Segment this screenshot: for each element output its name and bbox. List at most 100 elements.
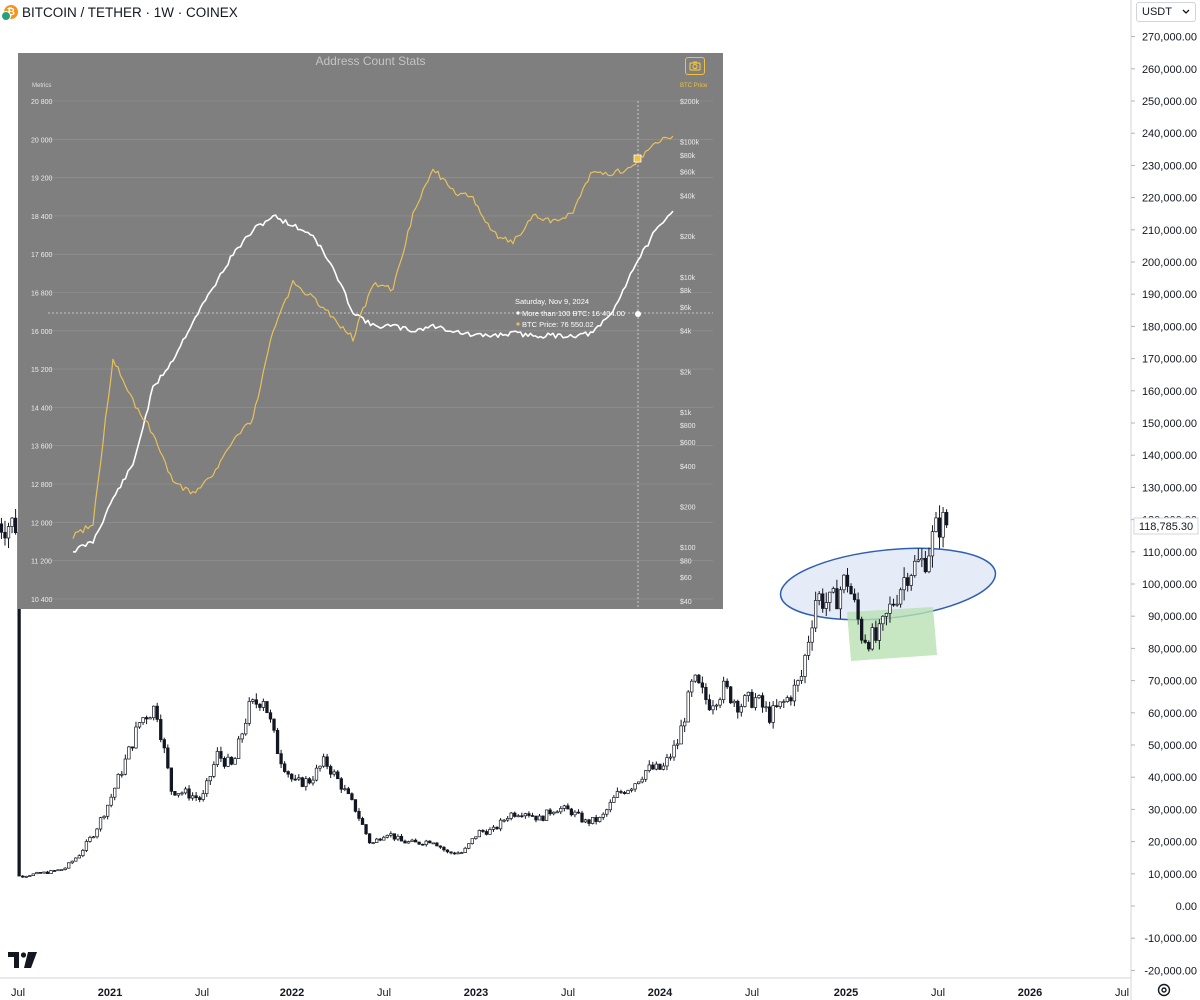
symbol-header[interactable]: ₿ BITCOIN / TETHER · 1W · COINEX: [1, 3, 238, 21]
candle-body: [56, 869, 60, 872]
price-tick-label: 110,000.00: [1143, 547, 1197, 559]
candle-body: [127, 746, 131, 760]
candle-body: [13, 517, 18, 533]
candle-body: [842, 574, 846, 591]
price-tick-label: 0.00: [1176, 901, 1197, 913]
candle-body: [265, 701, 269, 714]
candle-body: [123, 758, 127, 775]
candle-body: [495, 826, 499, 830]
candle-body: [336, 771, 340, 780]
candle-body: [527, 813, 531, 816]
candle-body: [449, 851, 453, 854]
right-axis-tick: $800: [680, 423, 696, 430]
candle-body: [764, 706, 768, 709]
candle-body: [385, 834, 389, 838]
candle-body: [753, 697, 758, 708]
candle-body: [113, 787, 117, 798]
candle-body: [725, 680, 729, 688]
inset-series-line: [72, 210, 674, 553]
right-axis-tick: $80k: [680, 153, 696, 160]
candle-body: [141, 717, 145, 723]
candle-body: [796, 680, 800, 686]
hover-marker-price: [633, 154, 642, 163]
candle-body: [523, 813, 528, 817]
candle-body: [353, 799, 358, 812]
candle-body: [173, 790, 177, 796]
price-axis[interactable]: 270,000.00 260,000.00 250,000.00 240,000.00…: [1131, 32, 1197, 978]
price-tick-label: 100,000.00: [1142, 579, 1197, 591]
candle-body: [612, 796, 616, 803]
candle-body: [45, 871, 50, 874]
currency-select[interactable]: USDT: [1136, 2, 1196, 22]
camera-icon[interactable]: [685, 57, 705, 75]
price-tick-label: -20,000.00: [1144, 965, 1197, 977]
candle-body: [530, 815, 535, 817]
candle-body: [456, 852, 460, 855]
right-axis-tick: $8k: [680, 288, 692, 295]
candle-body: [375, 838, 379, 843]
right-axis-tick: $1k: [680, 410, 692, 417]
candle-body: [937, 517, 942, 538]
price-tick-label: 270,000.00: [1142, 32, 1197, 44]
candle-body: [152, 705, 156, 719]
right-axis-tick: $100: [680, 545, 696, 552]
candle-body: [605, 809, 609, 815]
candle-body: [413, 839, 418, 843]
price-tick-label: 170,000.00: [1142, 354, 1197, 366]
candle-body: [28, 875, 32, 877]
candle-body: [474, 836, 478, 840]
candle-body: [6, 526, 11, 539]
right-axis-tick: $40k: [680, 193, 696, 200]
candle-body: [74, 857, 78, 862]
candle-body: [194, 795, 198, 798]
last-price-badge: [1133, 517, 1199, 535]
candle-body: [144, 717, 149, 720]
candle-body: [183, 788, 188, 794]
price-tick-label: 230,000.00: [1142, 160, 1197, 172]
candle-body: [920, 558, 924, 561]
candle-body: [824, 602, 828, 609]
candle-body: [52, 870, 57, 872]
left-axis-tick: 10 400: [31, 597, 53, 604]
tradingview-logo-icon[interactable]: [8, 952, 38, 968]
candle-body: [311, 779, 315, 784]
time-axis[interactable]: Jul 2021 Jul 2022 Jul 2023 Jul 2024 Jul 2025 Jul 20…: [11, 987, 1129, 999]
candle-body: [679, 725, 683, 745]
time-tick-label: Jul: [745, 987, 759, 999]
gear-icon[interactable]: [1156, 982, 1172, 998]
time-tick-label: 2024: [648, 987, 673, 999]
candle-body: [477, 829, 481, 838]
price-tick-label: 130,000.00: [1142, 482, 1197, 494]
candle-body: [803, 655, 807, 677]
candle-body: [293, 778, 297, 781]
candle-body: [215, 751, 220, 765]
candle-body: [782, 701, 786, 703]
candle-body: [88, 837, 92, 842]
candle-body: [916, 559, 920, 562]
candle-body: [187, 788, 191, 799]
candle-body: [566, 805, 570, 810]
time-tick-label: Jul: [561, 987, 575, 999]
candle-body: [314, 767, 319, 781]
candle-body: [651, 764, 655, 770]
price-tick-label: 180,000.00: [1142, 321, 1197, 333]
candle-body: [683, 721, 687, 727]
price-tick-label: 240,000.00: [1142, 128, 1197, 140]
candle-body: [860, 618, 864, 641]
candle-body: [792, 684, 797, 702]
candle-body: [771, 705, 775, 723]
candle-body: [491, 826, 496, 830]
candle-body: [297, 777, 301, 780]
candle-body: [431, 842, 435, 845]
candle-body: [304, 778, 308, 787]
candle-body: [442, 846, 446, 851]
candle-body: [222, 757, 227, 767]
candle-body: [559, 808, 563, 813]
candle-body: [360, 818, 365, 825]
last-price-label: 118,785.30: [1139, 521, 1193, 533]
price-tick-label: -10,000.00: [1144, 933, 1197, 945]
candle-body: [63, 867, 67, 870]
candle-body: [714, 704, 719, 707]
symbol-title: BITCOIN / TETHER · 1W · COINEX: [22, 4, 238, 20]
